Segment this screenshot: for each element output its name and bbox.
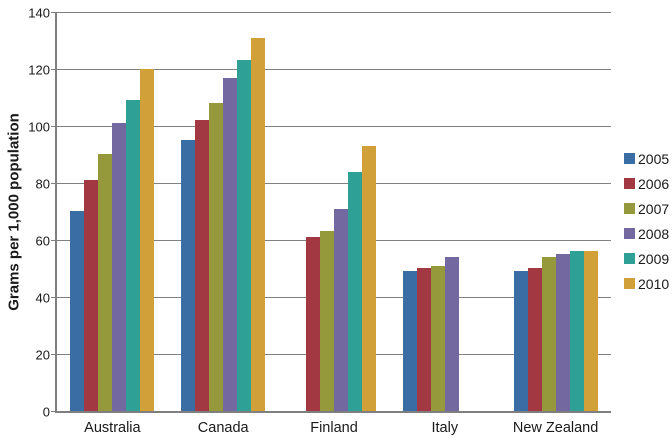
- bar-2005-new-zealand: [514, 271, 528, 411]
- legend-swatch-2008: [624, 228, 635, 239]
- bar-2008-italy: [445, 257, 459, 411]
- y-axis-title: Grams per 1,000 population: [5, 112, 23, 311]
- legend-swatch-2007: [624, 203, 635, 214]
- bar-2007-canada: [209, 103, 223, 411]
- gridline-120: [57, 69, 611, 70]
- y-tick-label-140: 140: [28, 5, 50, 20]
- bar-2009-new-zealand: [570, 251, 584, 411]
- legend-label-2006: 2006: [638, 175, 670, 192]
- y-tick-120: [51, 69, 57, 70]
- legend-swatch-2010: [624, 278, 635, 289]
- bar-2007-finland: [320, 231, 334, 411]
- legend-item-2007: 2007: [624, 196, 669, 221]
- y-tick-label-0: 0: [42, 404, 50, 419]
- legend-swatch-2005: [624, 153, 635, 164]
- y-tick-label-60: 60: [35, 233, 50, 248]
- bar-2006-canada: [195, 120, 209, 411]
- legend-label-2008: 2008: [638, 225, 670, 242]
- y-tick-40: [51, 297, 57, 298]
- legend-label-2009: 2009: [638, 250, 670, 267]
- gridline-80: [57, 183, 611, 184]
- bar-2007-italy: [431, 266, 445, 411]
- legend-swatch-2009: [624, 253, 635, 264]
- bar-2010-australia: [140, 69, 154, 411]
- x-category-label-canada: Canada: [197, 420, 249, 436]
- legend-item-2008: 2008: [624, 221, 669, 246]
- y-tick-140: [51, 12, 57, 13]
- y-tick-0: [51, 411, 57, 412]
- legend-item-2005: 2005: [624, 146, 669, 171]
- bar-2010-canada: [251, 38, 265, 411]
- bar-2006-new-zealand: [528, 268, 542, 411]
- bar-2008-finland: [334, 209, 348, 411]
- bar-2009-finland: [348, 172, 362, 411]
- bar-2009-canada: [237, 60, 251, 411]
- y-tick-label-120: 120: [28, 62, 50, 77]
- y-tick-80: [51, 183, 57, 184]
- bar-2005-australia: [70, 211, 84, 411]
- bar-2010-finland: [362, 146, 376, 411]
- gridline-100: [57, 126, 611, 127]
- y-tick-label-80: 80: [35, 176, 50, 191]
- x-category-label-finland: Finland: [310, 420, 358, 436]
- legend-item-2009: 2009: [624, 246, 669, 271]
- x-category-label-italy: Italy: [431, 420, 459, 436]
- bar-2006-italy: [417, 268, 431, 411]
- bar-2006-australia: [84, 180, 98, 411]
- bar-2008-australia: [112, 123, 126, 411]
- legend: 2005 2006 2007 2008 2009 2010: [624, 146, 669, 296]
- bar-2010-new-zealand: [584, 251, 598, 411]
- gridline-140: [57, 12, 611, 13]
- y-tick-label-20: 20: [35, 347, 50, 362]
- legend-item-2010: 2010: [624, 271, 669, 296]
- bar-2007-australia: [98, 154, 112, 411]
- legend-swatch-2006: [624, 178, 635, 189]
- y-tick-60: [51, 240, 57, 241]
- y-tick-20: [51, 354, 57, 355]
- legend-label-2005: 2005: [638, 150, 670, 167]
- bar-2005-italy: [403, 271, 417, 411]
- legend-item-2006: 2006: [624, 171, 669, 196]
- legend-label-2007: 2007: [638, 200, 670, 217]
- bar-2007-new-zealand: [542, 257, 556, 411]
- bar-2008-new-zealand: [556, 254, 570, 411]
- y-tick-100: [51, 126, 57, 127]
- bar-2006-finland: [306, 237, 320, 411]
- y-tick-label-40: 40: [35, 290, 50, 305]
- x-category-label-australia: Australia: [84, 420, 141, 436]
- bar-2008-canada: [223, 78, 237, 411]
- y-tick-label-100: 100: [28, 119, 50, 134]
- y-axis-line: [55, 12, 57, 413]
- legend-label-2010: 2010: [638, 275, 670, 292]
- bar-2005-canada: [181, 140, 195, 411]
- x-category-label-new-zealand: New Zealand: [512, 420, 599, 436]
- x-axis-line: [55, 411, 611, 413]
- bar-2009-australia: [126, 100, 140, 411]
